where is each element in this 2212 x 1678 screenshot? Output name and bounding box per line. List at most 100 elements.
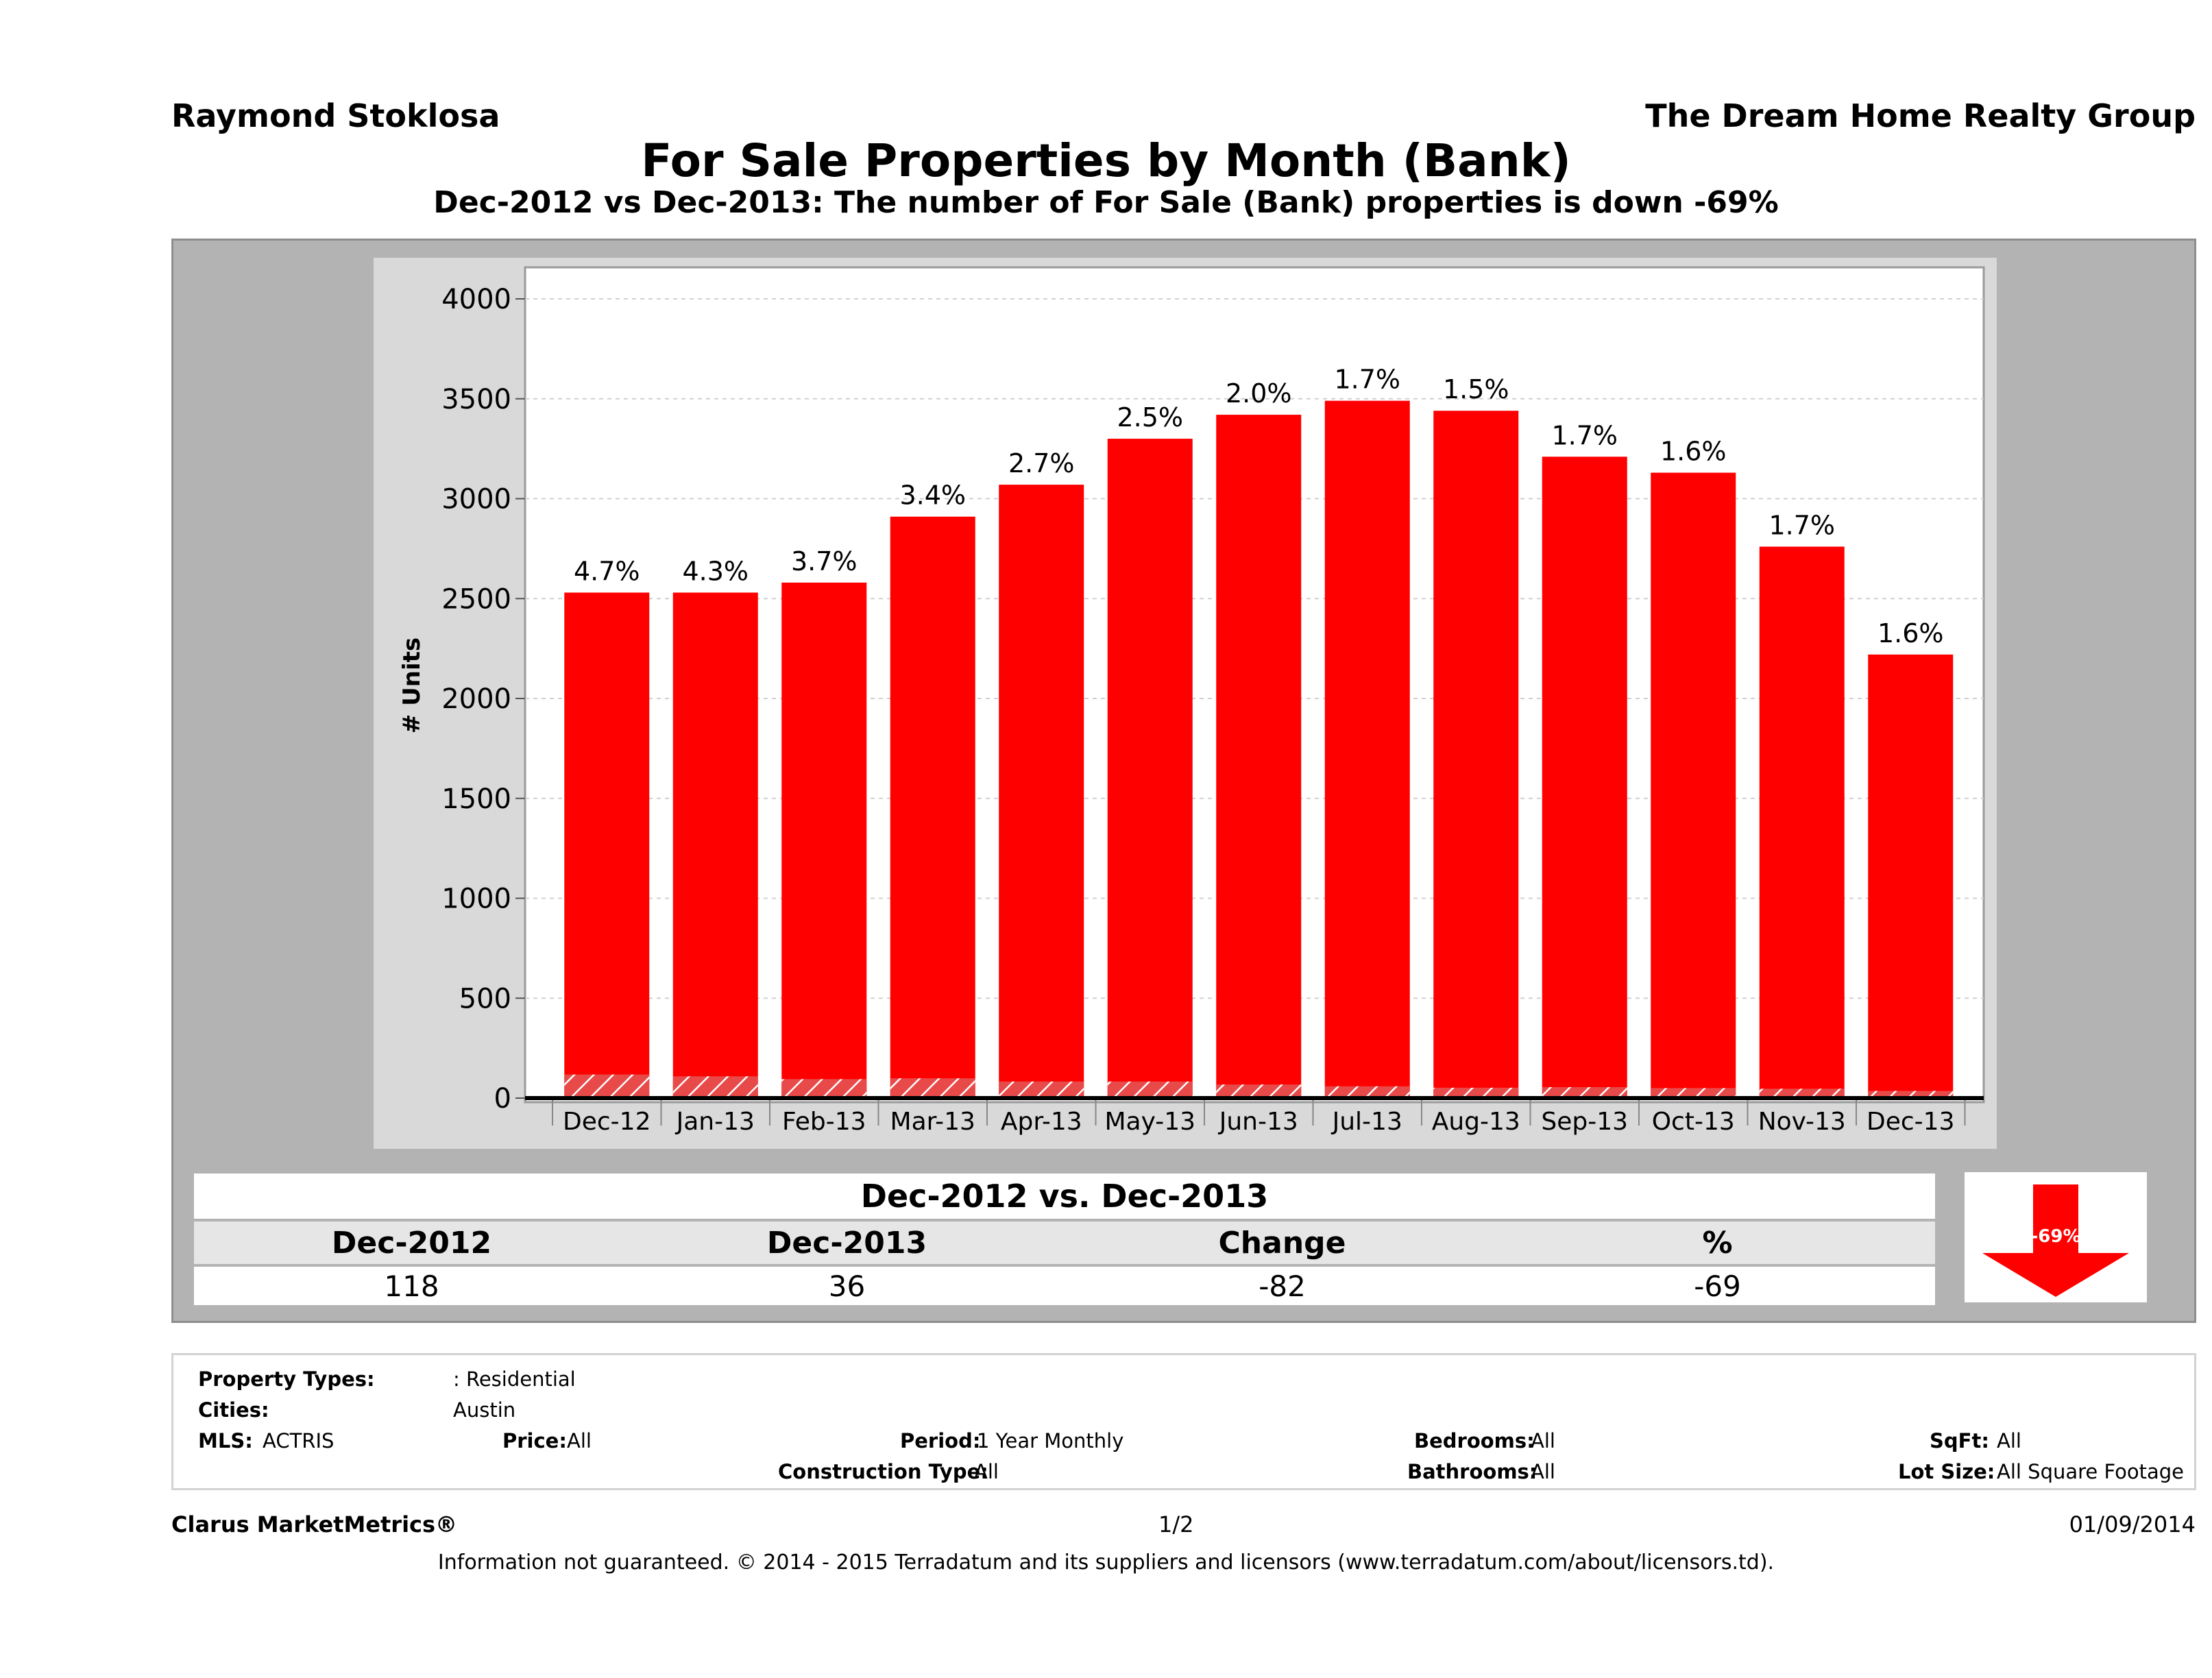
bar-bank xyxy=(1324,1086,1410,1098)
x-tick-label: Dec-12 xyxy=(563,1108,651,1136)
report-subtitle: Dec-2012 vs Dec-2013: The number of For … xyxy=(433,185,1779,220)
bar-bank xyxy=(672,1076,758,1098)
y-tick-label: 0 xyxy=(494,1083,511,1115)
bar-bank xyxy=(781,1079,867,1098)
x-tick-label: Jun-13 xyxy=(1218,1108,1298,1136)
construction-type-label: Construction Type: xyxy=(778,1460,988,1483)
bar-total xyxy=(1324,400,1410,1098)
data-label: 4.7% xyxy=(574,557,640,587)
y-tick-label: 4000 xyxy=(441,284,511,315)
mls-label: MLS: xyxy=(198,1429,253,1452)
bar-chart: 0 500 1000 1500 2000 2500 3000 3500 4000 4.7% 4.3… xyxy=(398,266,1985,1136)
comparison-header-percent: % xyxy=(1702,1225,1733,1261)
property-types-value: : Residential xyxy=(453,1367,576,1391)
y-tick-label: 2000 xyxy=(441,683,511,715)
bar-bank xyxy=(1107,1081,1193,1098)
sqft-label: SqFt: xyxy=(1930,1429,1989,1452)
construction-type-value: All xyxy=(974,1460,999,1483)
x-tick-label: Dec-13 xyxy=(1867,1108,1954,1136)
bar-total xyxy=(1868,654,1954,1098)
down-arrow-icon: -69% xyxy=(1982,1184,2129,1297)
bar-bank xyxy=(1651,1088,1736,1098)
y-tick-label: 3500 xyxy=(441,384,511,415)
comparison-header-end: Dec-2013 xyxy=(766,1225,927,1261)
report-date: 01/09/2014 xyxy=(2069,1511,2196,1537)
bar-total xyxy=(672,592,758,1098)
comparison-header-start: Dec-2012 xyxy=(331,1225,492,1261)
data-label: 2.0% xyxy=(1226,378,1292,409)
comparison-value-change: -82 xyxy=(1259,1269,1306,1303)
cities-value: Austin xyxy=(453,1398,516,1422)
page-number: 1/2 xyxy=(1158,1511,1194,1537)
bar-bank xyxy=(564,1074,650,1098)
bar-total xyxy=(1651,472,1736,1098)
agent-name: Raymond Stoklosa xyxy=(171,97,500,134)
y-tick-label: 3000 xyxy=(441,484,511,515)
data-label: 4.3% xyxy=(682,557,749,587)
bathrooms-value: All xyxy=(1531,1460,1555,1483)
bar-bank xyxy=(890,1078,975,1098)
mls-value: ACTRIS xyxy=(263,1429,335,1452)
data-label: 1.7% xyxy=(1551,420,1618,450)
lot-size-label: Lot Size: xyxy=(1898,1460,1995,1483)
bar-total xyxy=(1107,439,1193,1098)
comparison-value-row: 118 36 -82 -69 xyxy=(194,1267,1935,1305)
sqft-value: All xyxy=(1997,1429,2021,1452)
data-label: 1.7% xyxy=(1334,365,1400,395)
x-tick-label: Jan-13 xyxy=(675,1108,755,1136)
x-tick-label: Nov-13 xyxy=(1758,1108,1846,1136)
price-value: All xyxy=(567,1429,592,1452)
x-tick-label: Jul-13 xyxy=(1331,1108,1402,1136)
y-axis-label: # Units xyxy=(398,637,426,733)
data-label: 2.7% xyxy=(1008,448,1075,478)
bathrooms-label: Bathrooms: xyxy=(1407,1460,1538,1483)
comparison-title: Dec-2012 vs. Dec-2013 xyxy=(194,1174,1935,1219)
x-tick-label: Aug-13 xyxy=(1432,1108,1520,1136)
data-label: 1.6% xyxy=(1660,437,1727,467)
bar-bank xyxy=(1433,1087,1519,1098)
bar-total xyxy=(1759,546,1845,1098)
x-tick-label: Apr-13 xyxy=(1001,1108,1082,1136)
comparison-value-percent: -69 xyxy=(1694,1269,1741,1303)
filter-summary: Property Types: : Residential Cities: Au… xyxy=(171,1353,2196,1490)
brand-label: Clarus MarketMetrics® xyxy=(171,1511,458,1537)
x-tick-label: Oct-13 xyxy=(1652,1108,1735,1136)
x-tick-label: Mar-13 xyxy=(890,1108,975,1136)
data-label: 2.5% xyxy=(1117,402,1183,433)
bar-bank xyxy=(1216,1084,1302,1098)
period-label: Period: xyxy=(900,1429,981,1452)
report-title: For Sale Properties by Month (Bank) xyxy=(641,134,1571,187)
bar-total xyxy=(999,485,1084,1098)
comparison-header-change: Change xyxy=(1218,1225,1346,1261)
bedrooms-value: All xyxy=(1531,1429,1555,1452)
bar-total xyxy=(781,582,867,1098)
data-label: 3.4% xyxy=(899,481,966,511)
y-tick-label: 1500 xyxy=(441,783,511,815)
disclaimer: Information not guaranteed. © 2014 - 201… xyxy=(437,1551,1775,1574)
y-tick-label: 2500 xyxy=(441,583,511,615)
cities-label: Cities: xyxy=(198,1398,269,1422)
x-tick-label: Feb-13 xyxy=(782,1108,866,1136)
bar-total xyxy=(890,516,975,1098)
bar-total xyxy=(1216,415,1302,1098)
data-label: 3.7% xyxy=(791,546,858,576)
change-badge: -69% xyxy=(1965,1172,2147,1302)
data-label: 1.6% xyxy=(1877,618,1944,648)
data-label: 1.5% xyxy=(1443,374,1509,404)
x-tick-label: Sep-13 xyxy=(1541,1108,1628,1136)
comparison-value-start: 118 xyxy=(384,1269,439,1303)
x-tick-label: May-13 xyxy=(1104,1108,1195,1136)
bar-total xyxy=(1542,457,1627,1098)
bar-bank xyxy=(1868,1091,1954,1098)
period-value: 1 Year Monthly xyxy=(977,1429,1124,1452)
change-badge-text: -69% xyxy=(2030,1226,2080,1247)
bar-bank xyxy=(1542,1086,1627,1098)
bar-total xyxy=(1433,411,1519,1098)
bar-total xyxy=(564,592,650,1098)
y-tick-label: 1000 xyxy=(441,884,511,915)
y-tick-label: 500 xyxy=(459,983,511,1014)
company-name: The Dream Home Realty Group xyxy=(1645,97,2196,134)
property-types-label: Property Types: xyxy=(198,1367,375,1391)
comparison-header-row: Dec-2012 Dec-2013 Change % xyxy=(194,1221,1935,1264)
comparison-value-end: 36 xyxy=(828,1269,866,1303)
